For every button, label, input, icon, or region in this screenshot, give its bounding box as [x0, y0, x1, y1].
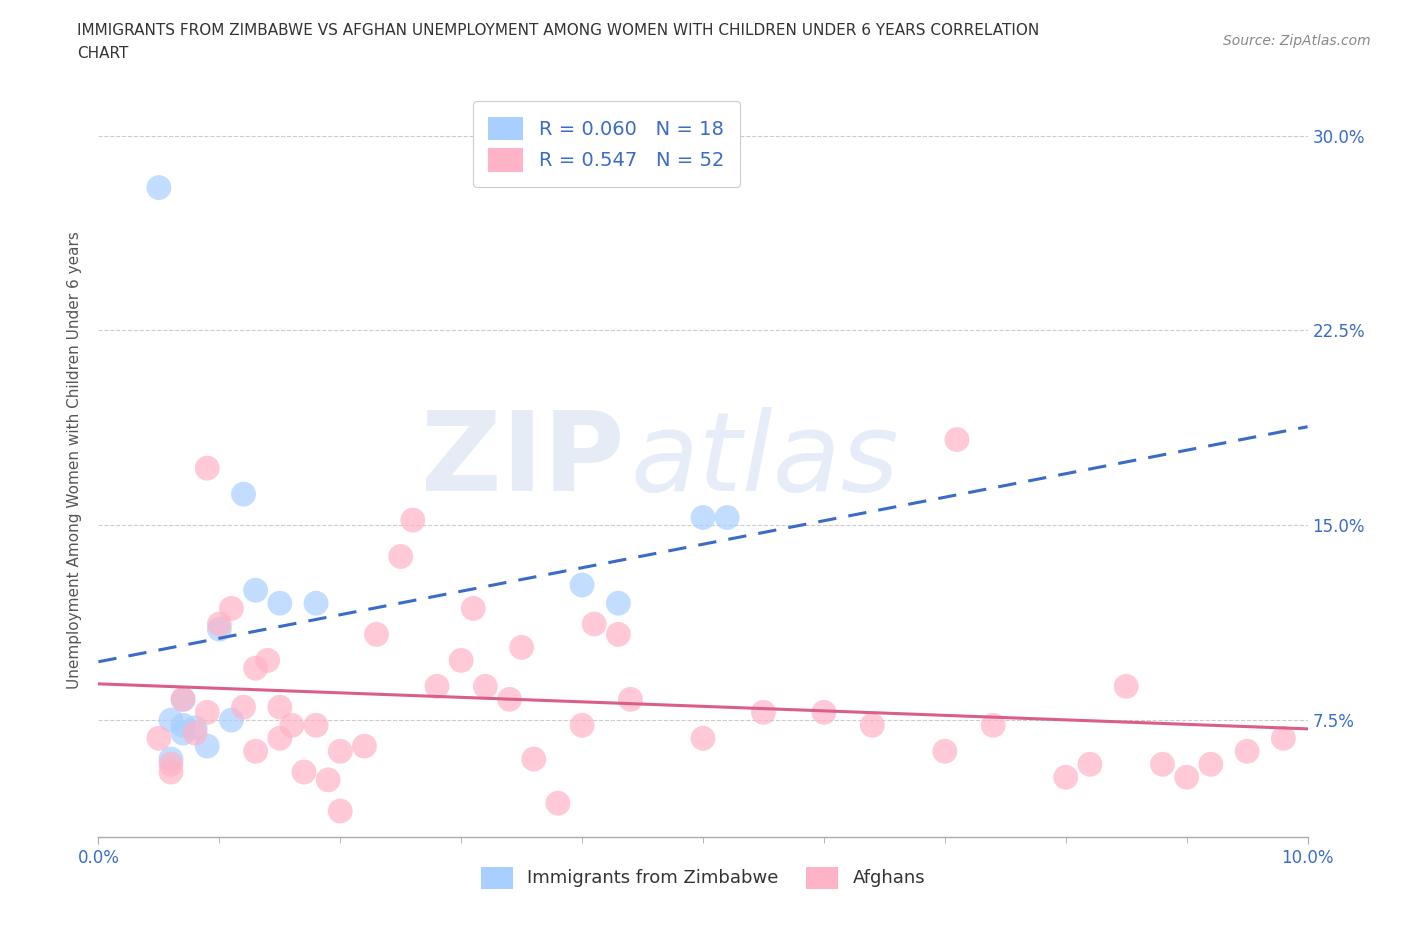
Point [1115, 679, 1137, 694]
Point [1054, 770, 1077, 785]
Point [245, 583, 267, 598]
Text: atlas: atlas [630, 406, 898, 514]
Point [389, 549, 412, 564]
Point [148, 180, 170, 195]
Point [184, 725, 207, 740]
Y-axis label: Unemployment Among Women with Children Under 6 years: Unemployment Among Women with Children U… [67, 232, 83, 689]
Point [583, 617, 606, 631]
Point [172, 718, 194, 733]
Text: Source: ZipAtlas.com: Source: ZipAtlas.com [1223, 34, 1371, 48]
Point [221, 712, 243, 727]
Point [208, 617, 231, 631]
Point [1152, 757, 1174, 772]
Point [860, 718, 883, 733]
Point [232, 699, 254, 714]
Point [402, 512, 425, 527]
Point [571, 578, 593, 592]
Point [195, 705, 218, 720]
Point [1236, 744, 1258, 759]
Point [450, 653, 472, 668]
Point [305, 596, 328, 611]
Point [316, 773, 339, 788]
Point [366, 627, 388, 642]
Point [1078, 757, 1101, 772]
Point [353, 738, 375, 753]
Point [305, 718, 328, 733]
Point [160, 757, 183, 772]
Point [160, 764, 183, 779]
Point [221, 601, 243, 616]
Point [1175, 770, 1198, 785]
Point [195, 738, 218, 753]
Point [208, 622, 231, 637]
Point [474, 679, 496, 694]
Point [1199, 757, 1222, 772]
Point [619, 692, 641, 707]
Point [571, 718, 593, 733]
Point [329, 744, 352, 759]
Point [607, 627, 630, 642]
Point [269, 699, 291, 714]
Point [607, 596, 630, 611]
Point [256, 653, 278, 668]
Point [692, 510, 714, 525]
Point [510, 640, 533, 655]
Point [160, 751, 183, 766]
Point [752, 705, 775, 720]
Point [547, 796, 569, 811]
Point [813, 705, 835, 720]
Point [934, 744, 956, 759]
Point [245, 660, 267, 675]
Point [172, 725, 194, 740]
Point [498, 692, 520, 707]
Point [463, 601, 485, 616]
Point [523, 751, 546, 766]
Point [232, 486, 254, 501]
Point [269, 731, 291, 746]
Point [946, 432, 969, 447]
Point [184, 721, 207, 736]
Point [160, 712, 183, 727]
Point [281, 718, 304, 733]
Point [172, 692, 194, 707]
Point [426, 679, 449, 694]
Point [1272, 731, 1295, 746]
Point [329, 804, 352, 818]
Text: CHART: CHART [77, 46, 129, 61]
Point [716, 510, 738, 525]
Text: IMMIGRANTS FROM ZIMBABWE VS AFGHAN UNEMPLOYMENT AMONG WOMEN WITH CHILDREN UNDER : IMMIGRANTS FROM ZIMBABWE VS AFGHAN UNEMP… [77, 23, 1039, 38]
Legend: Immigrants from Zimbabwe, Afghans: Immigrants from Zimbabwe, Afghans [474, 859, 932, 896]
Point [981, 718, 1004, 733]
Point [148, 731, 170, 746]
Point [269, 596, 291, 611]
Point [195, 460, 218, 475]
Point [692, 731, 714, 746]
Text: ZIP: ZIP [420, 406, 624, 514]
Point [172, 692, 194, 707]
Point [245, 744, 267, 759]
Point [292, 764, 315, 779]
